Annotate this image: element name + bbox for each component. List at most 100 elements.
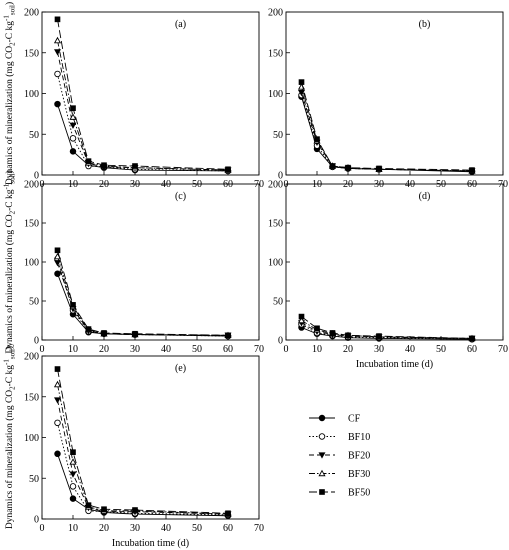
y-tick-label: 200	[24, 352, 39, 363]
data-point	[69, 471, 77, 478]
x-tick-label: 40	[161, 523, 171, 534]
x-tick-label: 60	[223, 344, 233, 355]
data-point	[69, 483, 77, 490]
y-axis-label-part: -C kg	[5, 21, 15, 43]
series-line	[301, 96, 473, 173]
y-tick-label: 200	[268, 180, 283, 191]
data-point	[225, 332, 231, 339]
x-tick-label: 20	[343, 344, 353, 355]
x-tick-label: 30	[374, 179, 384, 190]
y-axis-label-part: )	[4, 346, 15, 349]
x-tick-label: 70	[498, 344, 508, 355]
y-tick-label: 200	[268, 8, 283, 19]
data-point	[85, 502, 92, 508]
data-point	[85, 326, 92, 332]
data-point	[54, 16, 61, 23]
data-point	[376, 165, 382, 172]
series-cf	[54, 450, 232, 519]
data-point	[70, 449, 76, 455]
legend-marker	[318, 414, 326, 422]
series-bf10	[298, 91, 476, 175]
x-axis-label: Incubation time (d)	[356, 359, 433, 370]
series-bf10	[54, 419, 232, 519]
data-point	[54, 450, 61, 458]
series-line	[301, 92, 473, 172]
data-point	[54, 260, 61, 267]
data-point	[54, 49, 61, 56]
legend-label: BF10	[348, 432, 370, 443]
y-tick-label: 100	[268, 89, 283, 100]
series-bf30	[297, 316, 476, 342]
series-bf20	[298, 90, 476, 175]
series-line	[57, 256, 229, 336]
data-point	[314, 136, 320, 142]
y-axis-label-part: soil	[9, 5, 17, 15]
x-tick-label: 20	[343, 179, 353, 190]
data-point	[53, 36, 62, 44]
panel-label: (d)	[419, 191, 431, 202]
data-point	[69, 122, 77, 129]
y-axis-label-part: -1	[3, 359, 11, 365]
y-tick-label: 200	[24, 180, 39, 191]
y-tick-label: 100	[268, 258, 283, 269]
y-tick-label: 150	[24, 219, 39, 230]
series-line	[301, 322, 473, 339]
y-tick-label: 100	[24, 433, 39, 444]
y-axis-label-part: 2	[9, 210, 17, 214]
series-bf50	[54, 247, 231, 339]
data-point	[132, 330, 138, 337]
data-point	[54, 397, 61, 404]
data-point	[54, 366, 61, 372]
data-point	[54, 100, 61, 108]
series-line	[57, 399, 229, 515]
plot-frame	[285, 183, 504, 341]
data-point	[69, 135, 77, 142]
x-tick-label: 10	[68, 523, 78, 534]
series-bf20	[54, 397, 232, 518]
legend: CF BF10 BF20 BF30 BF50	[309, 414, 370, 499]
y-axis-label: Dynamics of mineralization (mg CO2-C kg-…	[3, 170, 17, 353]
legend-label: BF20	[348, 451, 370, 462]
legend-label: BF50	[348, 488, 370, 499]
data-point	[69, 458, 77, 465]
y-axis-label-part: Dynamics of mineralization (mg CO	[4, 390, 15, 529]
y-tick-label: 150	[24, 48, 39, 59]
data-point	[54, 247, 61, 254]
y-axis-label-part: -C kg	[5, 365, 15, 387]
series-bf50	[298, 313, 475, 342]
x-tick-label: 60	[223, 523, 233, 534]
series-cf	[298, 93, 476, 175]
x-tick-label: 50	[436, 179, 446, 190]
y-axis-label-part: )	[4, 170, 15, 173]
series-line	[57, 258, 229, 337]
series-line	[301, 324, 473, 340]
series-bf30	[297, 83, 476, 174]
data-point	[469, 335, 475, 342]
series-line	[57, 250, 229, 336]
data-point	[329, 330, 336, 336]
series-bf50	[298, 79, 475, 173]
x-tick-label: 50	[436, 344, 446, 355]
series-line	[301, 81, 473, 171]
legend-item-bf50: BF50	[309, 488, 370, 499]
legend-marker	[318, 433, 326, 440]
x-tick-label: 0	[40, 344, 45, 355]
series-line	[57, 368, 229, 514]
y-axis-label-part: 2	[9, 386, 17, 390]
x-tick-label: 40	[161, 179, 171, 190]
x-tick-label: 20	[99, 179, 109, 190]
x-tick-label: 50	[192, 344, 202, 355]
y-tick-label: 50	[273, 297, 283, 308]
x-tick-label: 40	[405, 344, 415, 355]
data-point	[69, 113, 77, 120]
data-point	[132, 507, 138, 513]
legend-item-bf20: BF20	[309, 451, 370, 462]
y-axis-label: Dynamics of mineralization (mg CO2-C kg-…	[3, 2, 17, 185]
y-tick-label: 0	[34, 171, 39, 182]
data-point	[298, 79, 305, 85]
series-bf20	[54, 260, 232, 339]
data-point	[85, 158, 92, 164]
